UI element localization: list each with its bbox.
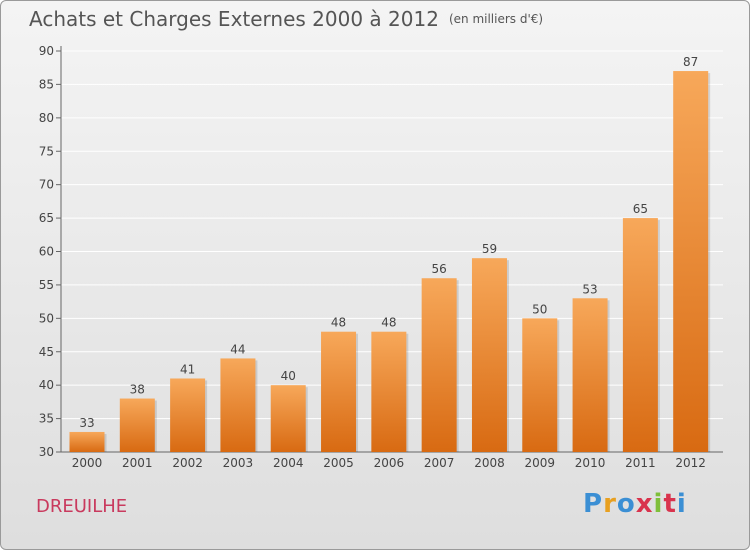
bar-2003 [220,358,256,452]
y-tick-label: 30 [39,445,54,459]
value-label: 41 [180,362,195,376]
y-tick-label: 45 [39,345,54,359]
value-label: 33 [79,416,94,430]
commune-name: DREUILHE [36,496,128,517]
y-tick-label: 60 [39,245,54,259]
value-label: 48 [381,316,396,330]
bar-2007 [421,278,457,452]
x-tick-label: 2007 [424,456,455,470]
y-tick-label: 85 [39,77,54,91]
bar-2009 [522,318,558,452]
chart-unit: (en milliers d'€) [448,12,544,26]
bar-2004 [270,385,306,452]
y-tick-label: 70 [39,178,54,192]
y-tick-label: 35 [39,412,54,426]
y-tick-label: 50 [39,311,54,325]
y-tick-label: 75 [39,144,54,158]
x-tick-label: 2003 [223,456,254,470]
bar-2008 [471,258,507,452]
value-label: 40 [281,369,296,383]
logo-letter: t [663,489,677,519]
value-label: 38 [130,383,145,397]
chart-title-text: Achats et Charges Externes 2000 à 2012 [29,7,439,31]
value-label: 87 [683,55,698,69]
logo-letter: r [603,489,617,519]
bar-2012 [673,71,709,453]
x-tick-label: 2011 [625,456,656,470]
bar-2011 [622,218,658,452]
chart-title: Achats et Charges Externes 2000 à 2012 (e… [29,7,543,31]
x-tick-label: 2009 [524,456,555,470]
x-tick-label: 2010 [575,456,606,470]
x-tick-label: 2002 [172,456,203,470]
logo-letter: x [635,489,654,519]
bar-2000 [69,431,105,452]
x-tick-label: 2005 [323,456,354,470]
bar-2001 [119,398,155,452]
value-label: 53 [582,282,597,296]
value-label: 44 [230,342,245,356]
value-label: 59 [482,242,497,256]
x-tick-label: 2012 [675,456,706,470]
x-tick-label: 2000 [72,456,103,470]
logo-letter: P [583,489,604,519]
bar-2005 [321,331,357,452]
x-tick-label: 2008 [474,456,505,470]
bar-2002 [170,378,206,452]
proxiti-logo: Proxiti [583,489,687,519]
bar-2010 [572,298,608,452]
y-tick-label: 90 [39,44,54,58]
bar-2006 [371,331,407,452]
y-tick-label: 80 [39,111,54,125]
value-label: 48 [331,316,346,330]
value-label: 50 [532,302,547,316]
logo-letter: o [616,489,636,519]
value-label: 56 [432,262,447,276]
y-tick-label: 40 [39,378,54,392]
value-label: 65 [633,202,648,216]
x-tick-label: 2001 [122,456,153,470]
y-tick-label: 55 [39,278,54,292]
logo-letter: i [653,489,664,519]
x-tick-label: 2004 [273,456,304,470]
logo-letter: i [676,489,687,519]
x-tick-label: 2006 [374,456,405,470]
y-tick-label: 65 [39,211,54,225]
